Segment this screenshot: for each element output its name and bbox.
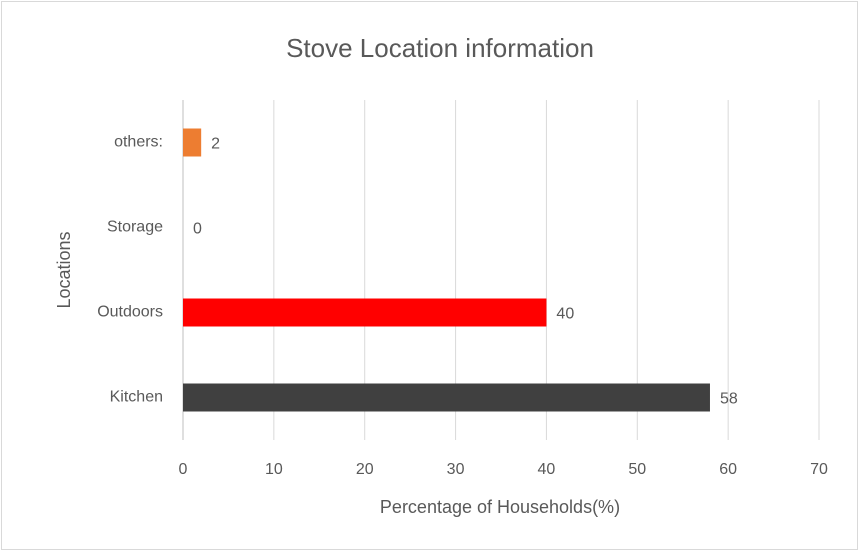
x-tick-label: 0: [179, 461, 188, 478]
chart-title: Stove Location information: [286, 33, 594, 63]
x-tick-label: 70: [810, 461, 828, 478]
y-tick-label: Outdoors: [97, 304, 163, 321]
x-axis-label: Percentage of Households(%): [380, 497, 620, 517]
data-label: 0: [193, 221, 202, 238]
data-label: 40: [556, 306, 574, 323]
bar: [183, 383, 710, 412]
x-tick-label: 10: [265, 461, 283, 478]
x-tick-label: 20: [356, 461, 374, 478]
data-label: 2: [211, 136, 220, 153]
y-tick-label: Storage: [107, 219, 163, 236]
x-tick-label: 30: [447, 461, 465, 478]
y-axis-label: Locations: [54, 231, 74, 308]
x-tick-label: 40: [538, 461, 556, 478]
data-label: 58: [720, 391, 738, 408]
x-tick-label: 50: [628, 461, 646, 478]
bar: [183, 128, 202, 157]
y-tick-label: others:: [114, 134, 163, 151]
bar: [183, 298, 547, 327]
x-tick-label: 60: [719, 461, 737, 478]
y-tick-label: Kitchen: [110, 389, 163, 406]
